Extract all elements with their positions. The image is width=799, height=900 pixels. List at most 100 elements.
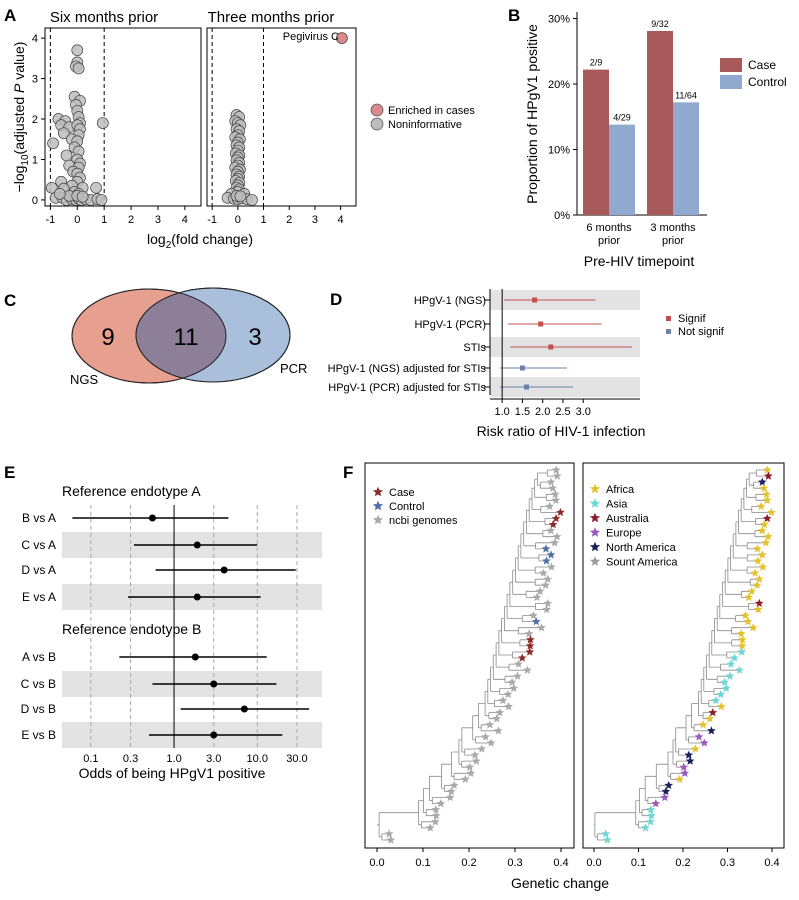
tip-marker [753, 604, 763, 614]
bar-value-label: 2/9 [590, 58, 603, 68]
data-point-noninformative [90, 181, 102, 194]
legend-label: Sount America [606, 557, 678, 569]
row-label: HPgV-1 (PCR) adjusted for STIs [328, 382, 486, 394]
data-point-noninformative [234, 190, 247, 203]
legend-marker [589, 498, 601, 508]
panel-d-forest-plot: HPgV-1 (NGS) HPgV-1 (PCR) STIs HPgV-1 (NGS)… [328, 289, 725, 439]
row-label: C vs A [21, 538, 56, 552]
y-tick-label: 3 [32, 74, 38, 86]
tip-marker [748, 623, 758, 632]
group-title-reference-a: Reference endotype A [62, 483, 201, 499]
x-axis-label: Genetic change [511, 875, 609, 891]
tip-marker [472, 756, 481, 765]
tip-marker [546, 526, 556, 535]
x-tick-label: 0.0 [369, 857, 384, 869]
y-tick-label: 10% [548, 145, 570, 157]
tip-marker [753, 556, 763, 565]
tip-marker [679, 762, 689, 771]
tip-marker [543, 574, 553, 583]
row-label: A vs B [22, 650, 56, 664]
x-tick-label: 0.0 [586, 857, 601, 869]
tip-marker [525, 647, 535, 656]
x-tick-label: -1 [45, 214, 55, 226]
legend-label: Case [389, 487, 415, 499]
y-tick-label: 0 [32, 195, 38, 207]
tip-marker [486, 738, 496, 747]
row-label: HPgV-1 (NGS) adjusted for STIs [328, 363, 487, 375]
tree-branches-right [594, 469, 772, 841]
tip-marker [740, 611, 750, 620]
venn-count-pcr-only: 3 [248, 324, 261, 351]
tip-marker [507, 677, 517, 687]
tip-marker [431, 811, 441, 820]
x-tick-label: 0.3 [720, 857, 735, 869]
tip-marker [725, 671, 735, 680]
tip-marker [738, 635, 747, 644]
y-axis-label: −log10(adjusted P value) [11, 42, 31, 193]
tip-marker [550, 489, 560, 499]
tip-marker [720, 677, 729, 687]
point-estimate [519, 365, 525, 371]
tip-marker [730, 653, 739, 662]
tip-marker [680, 768, 690, 778]
data-point-noninformative [45, 181, 58, 194]
legend-label-case: Case [748, 58, 776, 72]
tip-marker [641, 823, 650, 832]
legend-marker-enriched [370, 103, 384, 117]
group-title-reference-b: Reference endotype B [62, 621, 201, 637]
tip-marker [535, 586, 545, 596]
facet-frame-three-months [206, 27, 357, 207]
y-axis-label: Proportion of HPgV1 positive [524, 24, 540, 204]
tip-marker [431, 805, 441, 814]
tip-marker [552, 532, 562, 541]
data-point-enriched [335, 32, 348, 45]
point-estimate [220, 566, 228, 574]
bar-control [609, 124, 635, 215]
x-tick-label: 2.0 [535, 406, 550, 418]
legend-label: Africa [606, 484, 635, 496]
tip-marker [651, 799, 661, 808]
tip-marker [493, 726, 503, 735]
annotation-pegivirus-c: Pegivirus C [283, 31, 339, 43]
tip-marker [546, 550, 556, 559]
x-axis-label: Pre-HIV timepoint [584, 253, 695, 269]
tip-marker [762, 495, 772, 505]
y-tick-label: 20% [548, 79, 570, 91]
panel-letter-c: C [4, 291, 16, 310]
tip-marker [539, 568, 548, 577]
legend-marker [372, 514, 384, 525]
data-point-noninformative [246, 194, 258, 206]
x-tick-label: 1.5 [515, 406, 530, 418]
x-tick-label: 4 [182, 214, 188, 226]
bar-case [583, 69, 609, 215]
tip-marker [753, 544, 762, 553]
panel-letter-a: A [4, 6, 16, 25]
tip-marker [542, 604, 552, 614]
tip-marker [661, 786, 671, 796]
tip-marker [743, 617, 753, 626]
x-axis-label: Odds of being HPgV1 positive [79, 765, 266, 781]
legend-label-signif: Signif [678, 313, 706, 325]
row-label: D vs B [21, 702, 56, 716]
tip-marker [503, 689, 513, 699]
data-point-noninformative [72, 62, 85, 75]
tip-marker [541, 544, 551, 553]
tip-marker [477, 744, 487, 753]
tip-marker [757, 526, 767, 535]
legend-marker [589, 512, 601, 523]
x-tick-label: 3 [312, 214, 318, 226]
tip-marker [525, 641, 535, 650]
tip-marker [386, 835, 396, 844]
point-estimate [523, 384, 529, 390]
tip-marker [711, 695, 721, 705]
tip-marker [754, 598, 764, 608]
tip-marker [759, 483, 769, 492]
legend-marker-signif [666, 316, 671, 321]
legend-label-enriched: Enriched in cases [388, 105, 475, 117]
venn-outline-ngs [71, 288, 227, 384]
tip-marker [660, 792, 670, 802]
legend-marker-not-signif [666, 329, 671, 334]
tip-marker [716, 689, 726, 699]
row-label: HPgV-1 (NGS) [414, 295, 486, 307]
